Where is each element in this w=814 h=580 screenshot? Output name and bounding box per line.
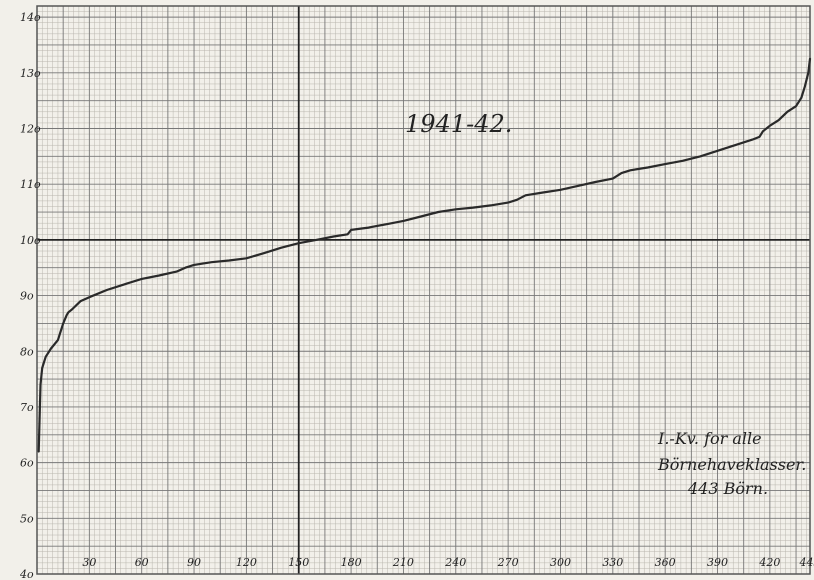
reference-lines [37,6,810,574]
annotation-line-3: 443 Börn. [687,479,768,498]
x-tick-label: 90 [187,556,201,569]
y-tick-label: 4o [19,568,34,580]
series-layer [37,57,812,453]
y-tick-label: 6o [20,457,34,470]
y-tick-label: 8o [20,345,34,358]
x-tick-label: 210 [392,556,414,569]
y-tick-label: 10o [20,234,41,247]
y-tick-label: 13o [20,67,41,80]
x-tick-label: 420 [758,556,780,569]
y-tick-label: 14o [20,11,41,24]
x-tick-label: 120 [236,556,257,569]
y-tick-label: 9o [20,290,34,303]
annotation-line-1: I.-Kv. for alle [657,429,762,448]
x-axis-ticks: 30 60 90 120 150 180 210 240 270 300 330 360 390 420 4… [82,556,814,569]
y-tick-label: 11o [20,178,41,191]
plot-frame [36,5,811,575]
y-axis-ticks: 4o 5o 6o 7o 8o 9o 10o 11o 12o 13o 14o [19,11,41,580]
y-tick-label: 5o [20,512,34,525]
y-tick-label: 12o [20,123,41,136]
x-tick-label: 240 [444,556,466,569]
x-tick-label: 443 [799,556,814,569]
chart-title: 1941-42. [405,110,512,138]
x-tick-label: 270 [497,556,519,569]
x-tick-label: 60 [135,556,149,569]
x-tick-label: 180 [341,556,362,569]
x-tick-label: 300 [550,556,571,569]
x-tick-label: 360 [655,556,676,569]
x-tick-label: 150 [288,556,309,569]
series-line-0 [37,57,812,453]
x-tick-label: 390 [707,556,728,569]
x-tick-label: 30 [82,556,96,569]
x-tick-label: 330 [602,556,623,569]
annotation-line-2: Börnehaveklasser. [657,455,806,474]
y-tick-label: 7o [20,401,34,414]
